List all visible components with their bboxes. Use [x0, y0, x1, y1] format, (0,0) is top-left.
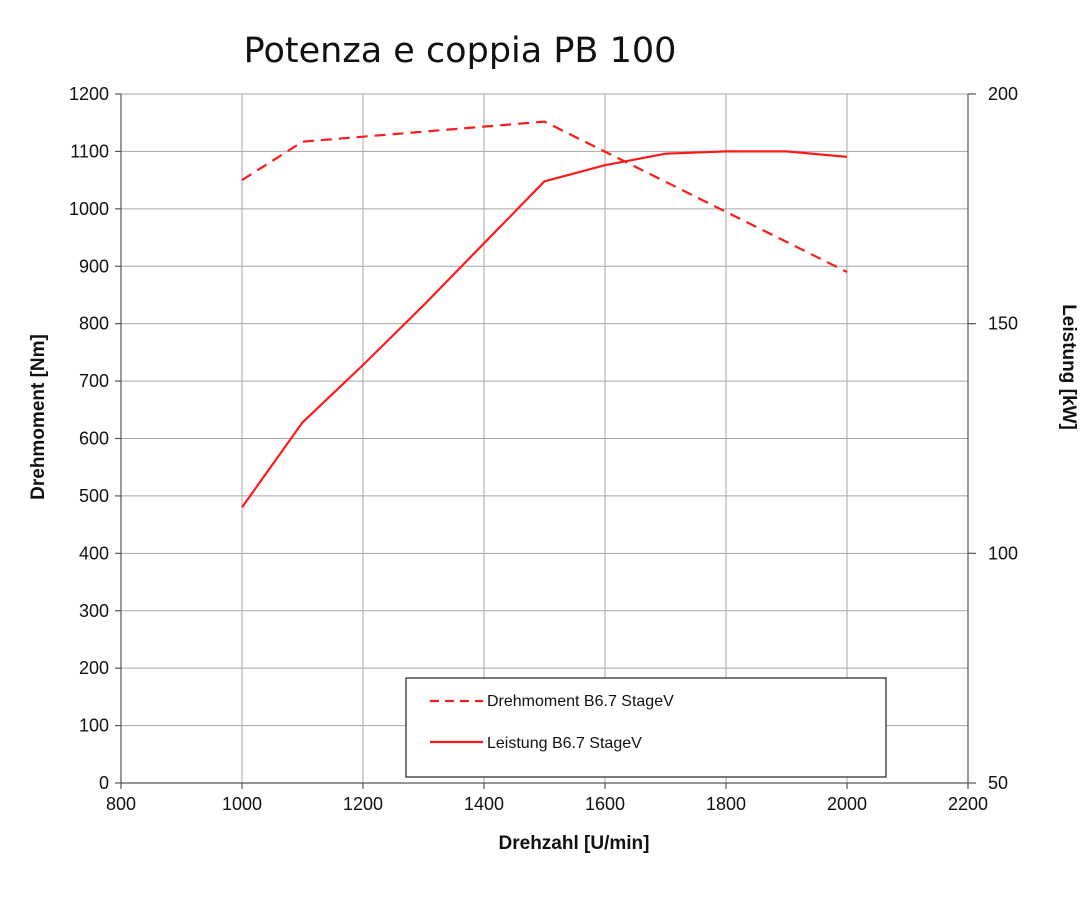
- y-tick-label: 1000: [69, 199, 109, 219]
- series-line-power: [241, 150, 848, 509]
- chart-title: Potenza e coppia PB 100: [244, 31, 677, 71]
- legend-label-power: Leistung B6.7 StageV: [487, 735, 642, 752]
- y-tick-label: 500: [79, 486, 109, 506]
- legend-label-torque: Drehmoment B6.7 StageV: [487, 693, 674, 710]
- x-tick-label: 1400: [464, 794, 504, 814]
- y2-tick-label: 150: [988, 314, 1018, 334]
- y2-axis-label: Leistung [kW]: [1058, 304, 1079, 430]
- x-tick-label: 2000: [827, 794, 867, 814]
- x-tick-label: 2200: [948, 794, 988, 814]
- y-tick-label: 600: [79, 429, 109, 449]
- y2-tick-label: 50: [988, 773, 1008, 793]
- x-axis-label: Drehzahl [U/min]: [499, 833, 650, 854]
- x-tick-label: 1200: [343, 794, 383, 814]
- series: [241, 120, 848, 509]
- legend-box: [405, 677, 887, 778]
- legend: Drehmoment B6.7 StageV Leistung B6.7 Sta…: [405, 677, 887, 778]
- x-tick-label: 1800: [706, 794, 746, 814]
- grid: [121, 93, 968, 783]
- y2-tick-label: 100: [988, 543, 1018, 563]
- y-tick-label: 1200: [69, 84, 109, 104]
- y-tick-label: 1100: [70, 141, 109, 161]
- axes: [115, 93, 976, 789]
- x-tick-label: 800: [106, 794, 136, 814]
- y2-tick-label: 200: [988, 84, 1018, 104]
- y-tick-label: 700: [79, 371, 109, 391]
- series-line-torque: [241, 120, 848, 273]
- y-tick-label: 300: [79, 601, 109, 621]
- y-tick-label: 200: [79, 658, 109, 678]
- x-tick-label: 1600: [585, 794, 625, 814]
- tick-labels: 0 100 200 300 400 500 600 700 800 900 1000 1100 1200…: [69, 84, 1018, 814]
- y-axis-label: Drehmoment [Nm]: [28, 334, 49, 500]
- y-tick-label: 100: [79, 716, 109, 736]
- y-tick-label: 900: [79, 256, 109, 276]
- y-tick-label: 0: [99, 773, 109, 793]
- y-tick-label: 400: [79, 543, 109, 563]
- y-tick-label: 800: [79, 314, 109, 334]
- x-tick-label: 1000: [222, 794, 262, 814]
